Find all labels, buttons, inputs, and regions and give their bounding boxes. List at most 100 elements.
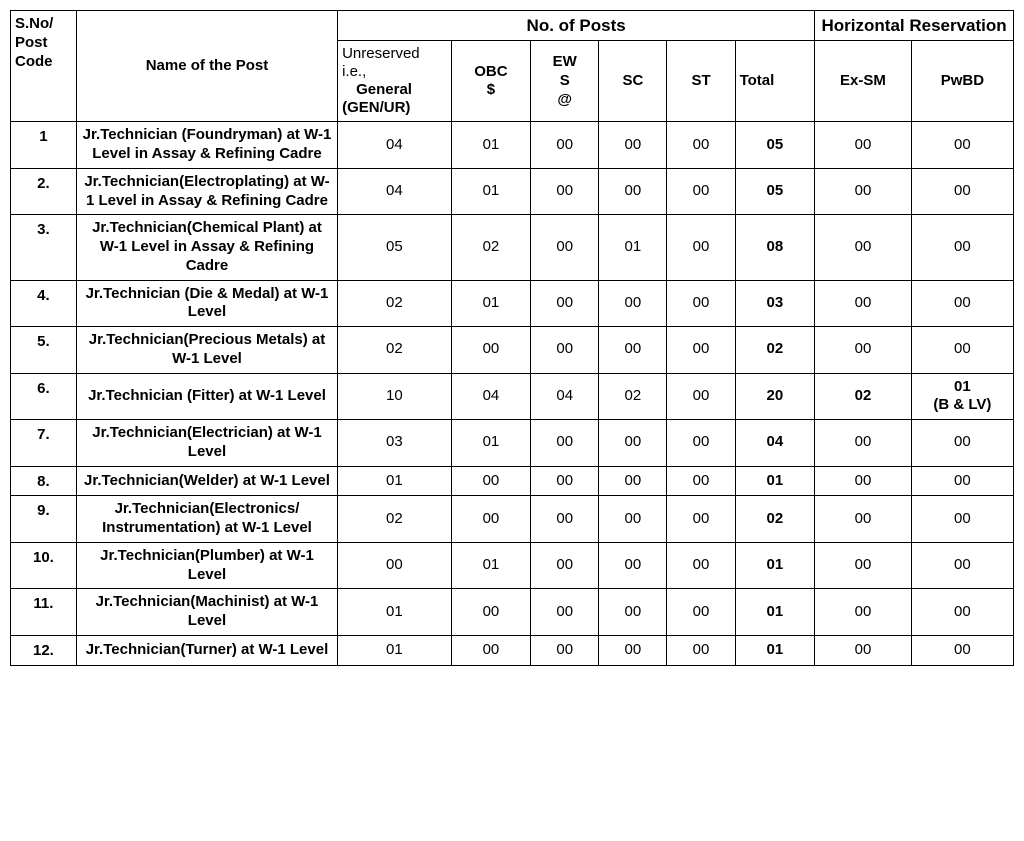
col-exsm: Ex-SM	[815, 41, 912, 122]
cell-obc: 01	[451, 542, 531, 589]
cell-exsm: 00	[815, 589, 912, 636]
cell-total: 02	[735, 496, 815, 543]
cell-sc: 00	[599, 168, 667, 215]
cell-sc: 00	[599, 327, 667, 374]
cell-sc: 01	[599, 215, 667, 280]
cell-name: Jr.Technician (Foundryman) at W-1 Level …	[76, 122, 337, 169]
cell-obc: 00	[451, 589, 531, 636]
unr-l1: Unreserved	[342, 45, 420, 62]
cell-st: 00	[667, 420, 735, 467]
cell-obc: 00	[451, 466, 531, 496]
cell-pwbd: 00	[911, 280, 1013, 327]
cell-ews: 00	[531, 215, 599, 280]
cell-name: Jr.Technician(Chemical Plant) at W-1 Lev…	[76, 215, 337, 280]
cell-unreserved: 10	[338, 373, 452, 420]
col-unreserved: Unreserved i.e., General (GEN/UR)	[338, 41, 452, 122]
cell-exsm: 00	[815, 496, 912, 543]
cell-pwbd: 00	[911, 215, 1013, 280]
unr-l3: General	[342, 81, 447, 99]
cell-ews: 00	[531, 420, 599, 467]
cell-exsm: 00	[815, 280, 912, 327]
cell-obc: 00	[451, 496, 531, 543]
cell-obc: 04	[451, 373, 531, 420]
cell-total: 01	[735, 635, 815, 665]
table-row: 11.Jr.Technician(Machinist) at W-1 Level…	[11, 589, 1014, 636]
cell-name: Jr.Technician (Die & Medal) at W-1 Level	[76, 280, 337, 327]
cell-st: 00	[667, 168, 735, 215]
cell-name: Jr.Technician(Precious Metals) at W-1 Le…	[76, 327, 337, 374]
cell-name: Jr.Technician(Electrician) at W-1 Level	[76, 420, 337, 467]
cell-sc: 00	[599, 420, 667, 467]
table-row: 2.Jr.Technician(Electroplating) at W-1 L…	[11, 168, 1014, 215]
cell-ews: 00	[531, 496, 599, 543]
table-row: 12.Jr.Technician(Turner) at W-1 Level010…	[11, 635, 1014, 665]
cell-ews: 00	[531, 542, 599, 589]
cell-sno: 2.	[11, 168, 77, 215]
cell-unreserved: 00	[338, 542, 452, 589]
cell-obc: 00	[451, 635, 531, 665]
cell-obc: 01	[451, 168, 531, 215]
cell-obc: 01	[451, 122, 531, 169]
cell-total: 01	[735, 542, 815, 589]
cell-unreserved: 04	[338, 122, 452, 169]
cell-name: Jr.Technician(Electroplating) at W-1 Lev…	[76, 168, 337, 215]
col-st: ST	[667, 41, 735, 122]
cell-sno: 12.	[11, 635, 77, 665]
cell-exsm: 00	[815, 215, 912, 280]
cell-exsm: 00	[815, 122, 912, 169]
cell-sno: 9.	[11, 496, 77, 543]
cell-pwbd: 00	[911, 168, 1013, 215]
cell-unreserved: 02	[338, 496, 452, 543]
cell-total: 01	[735, 589, 815, 636]
table-row: 3.Jr.Technician(Chemical Plant) at W-1 L…	[11, 215, 1014, 280]
cell-exsm: 02	[815, 373, 912, 420]
cell-sno: 3.	[11, 215, 77, 280]
cell-unreserved: 02	[338, 280, 452, 327]
cell-ews: 00	[531, 280, 599, 327]
cell-pwbd: 00	[911, 122, 1013, 169]
cell-pwbd: 00	[911, 496, 1013, 543]
cell-sc: 00	[599, 280, 667, 327]
header-row-1: S.No/PostCode Name of the Post No. of Po…	[11, 11, 1014, 41]
cell-sno: 6.	[11, 373, 77, 420]
cell-sno: 4.	[11, 280, 77, 327]
cell-total: 05	[735, 122, 815, 169]
cell-total: 05	[735, 168, 815, 215]
col-noposts: No. of Posts	[338, 11, 815, 41]
cell-obc: 01	[451, 420, 531, 467]
cell-name: Jr.Technician(Welder) at W-1 Level	[76, 466, 337, 496]
cell-unreserved: 01	[338, 466, 452, 496]
cell-obc: 00	[451, 327, 531, 374]
cell-sno: 7.	[11, 420, 77, 467]
cell-total: 03	[735, 280, 815, 327]
cell-sno: 10.	[11, 542, 77, 589]
cell-unreserved: 03	[338, 420, 452, 467]
cell-exsm: 00	[815, 327, 912, 374]
cell-sno: 8.	[11, 466, 77, 496]
cell-st: 00	[667, 496, 735, 543]
col-ews: EWS@	[531, 41, 599, 122]
cell-st: 00	[667, 542, 735, 589]
cell-ews: 00	[531, 635, 599, 665]
cell-ews: 00	[531, 168, 599, 215]
table-row: 10.Jr.Technician(Plumber) at W-1 Level00…	[11, 542, 1014, 589]
cell-pwbd: 00	[911, 420, 1013, 467]
cell-st: 00	[667, 215, 735, 280]
cell-st: 00	[667, 373, 735, 420]
cell-exsm: 00	[815, 420, 912, 467]
cell-unreserved: 01	[338, 635, 452, 665]
cell-sc: 00	[599, 496, 667, 543]
unr-l4: (GEN/UR)	[342, 99, 410, 116]
cell-exsm: 00	[815, 542, 912, 589]
cell-total: 04	[735, 420, 815, 467]
col-total: Total	[735, 41, 815, 122]
cell-unreserved: 04	[338, 168, 452, 215]
col-sc: SC	[599, 41, 667, 122]
cell-name: Jr.Technician(Plumber) at W-1 Level	[76, 542, 337, 589]
cell-st: 00	[667, 635, 735, 665]
col-sno: S.No/PostCode	[11, 11, 77, 122]
cell-unreserved: 02	[338, 327, 452, 374]
cell-sno: 1	[11, 122, 77, 169]
cell-unreserved: 01	[338, 589, 452, 636]
cell-sc: 00	[599, 466, 667, 496]
